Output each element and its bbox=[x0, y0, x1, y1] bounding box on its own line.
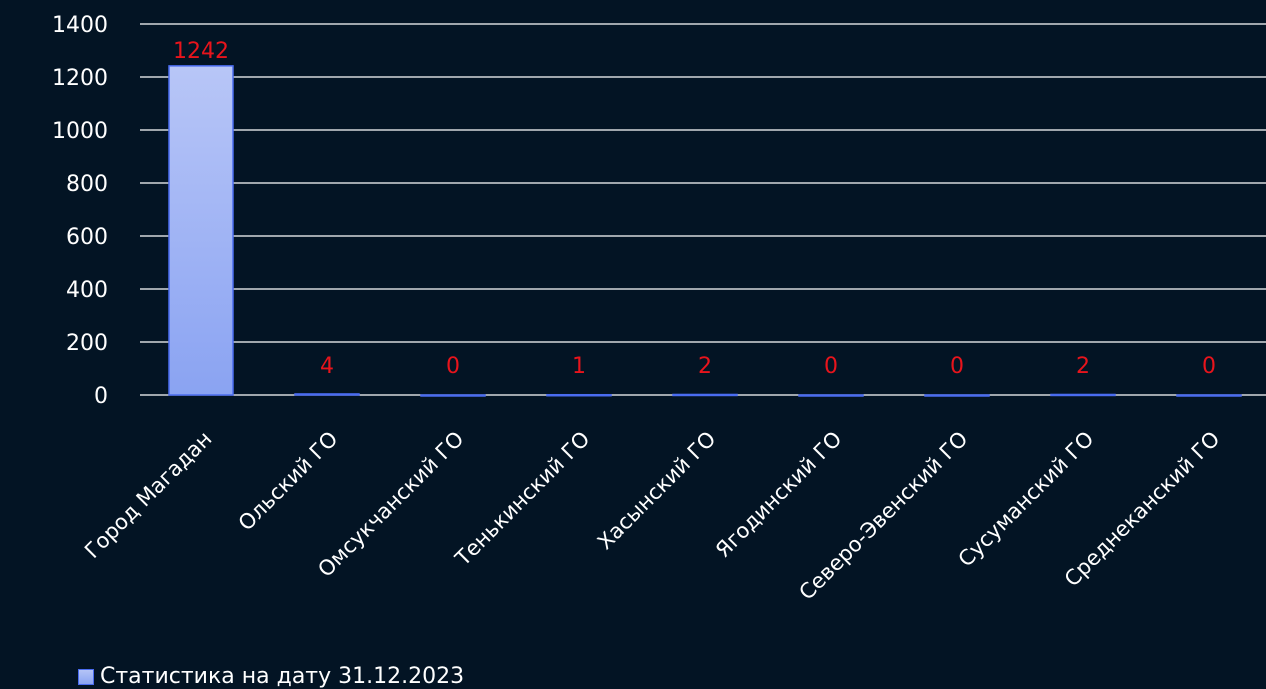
y-tick-label: 400 bbox=[66, 278, 108, 303]
legend-swatch bbox=[78, 668, 94, 685]
bar bbox=[1050, 393, 1116, 397]
x-tick-label: Омсукчанский ГО bbox=[313, 427, 468, 582]
data-label: 0 bbox=[1202, 354, 1216, 379]
y-tick-label: 200 bbox=[66, 331, 108, 356]
legend: Статистика на дату 31.12.2023 bbox=[78, 664, 464, 689]
bar bbox=[168, 65, 234, 396]
y-tick-label: 0 bbox=[94, 384, 108, 409]
bar bbox=[1176, 394, 1242, 397]
data-label: 2 bbox=[1076, 354, 1090, 379]
data-label: 1 bbox=[572, 354, 586, 379]
bar bbox=[924, 394, 990, 397]
bar bbox=[672, 393, 738, 397]
x-tick-label: Сусуманский ГО bbox=[954, 427, 1099, 572]
bar bbox=[294, 393, 360, 396]
bar bbox=[420, 394, 486, 397]
data-label: 0 bbox=[950, 354, 964, 379]
data-label: 0 bbox=[824, 354, 838, 379]
data-label: 4 bbox=[320, 354, 334, 379]
y-tick-label: 1200 bbox=[52, 66, 108, 91]
y-tick-label: 600 bbox=[66, 225, 108, 250]
x-tick-label: Хасынский ГО bbox=[593, 427, 721, 555]
bar bbox=[546, 393, 612, 397]
bar bbox=[798, 394, 864, 397]
data-label: 1242 bbox=[173, 39, 229, 64]
x-tick-label: Город Магадан bbox=[80, 427, 217, 564]
data-label: 0 bbox=[446, 354, 460, 379]
y-tick-label: 1400 bbox=[52, 13, 108, 38]
y-tick-label: 800 bbox=[66, 172, 108, 197]
x-tick-label: Ольский ГО bbox=[234, 427, 343, 536]
x-tick-label: Ягодинский ГО bbox=[711, 427, 847, 563]
y-tick-label: 1000 bbox=[52, 119, 108, 144]
legend-label: Статистика на дату 31.12.2023 bbox=[100, 664, 465, 689]
data-label: 2 bbox=[698, 354, 712, 379]
x-tick-label: Тенькинский ГО bbox=[450, 427, 595, 572]
